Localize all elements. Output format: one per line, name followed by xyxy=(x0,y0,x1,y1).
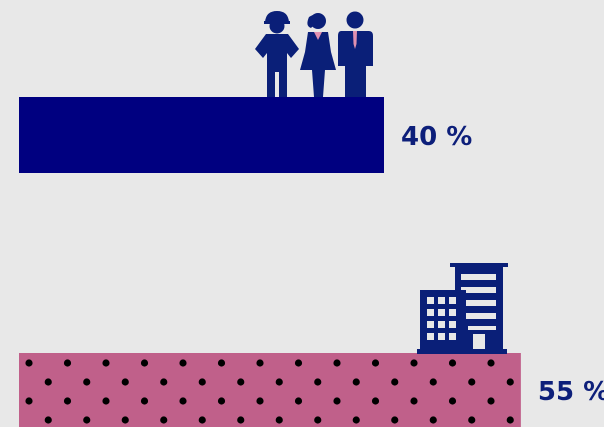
data-label-workers: 40 % xyxy=(401,122,472,152)
people-icon xyxy=(255,11,373,97)
bar-workers xyxy=(19,97,384,173)
worker-icon xyxy=(255,11,299,97)
woman-icon xyxy=(300,13,336,97)
data-label-companies: 55 % xyxy=(538,377,604,407)
man-icon xyxy=(338,11,373,97)
bar-companies xyxy=(19,353,521,427)
office-building-icon xyxy=(417,263,508,354)
